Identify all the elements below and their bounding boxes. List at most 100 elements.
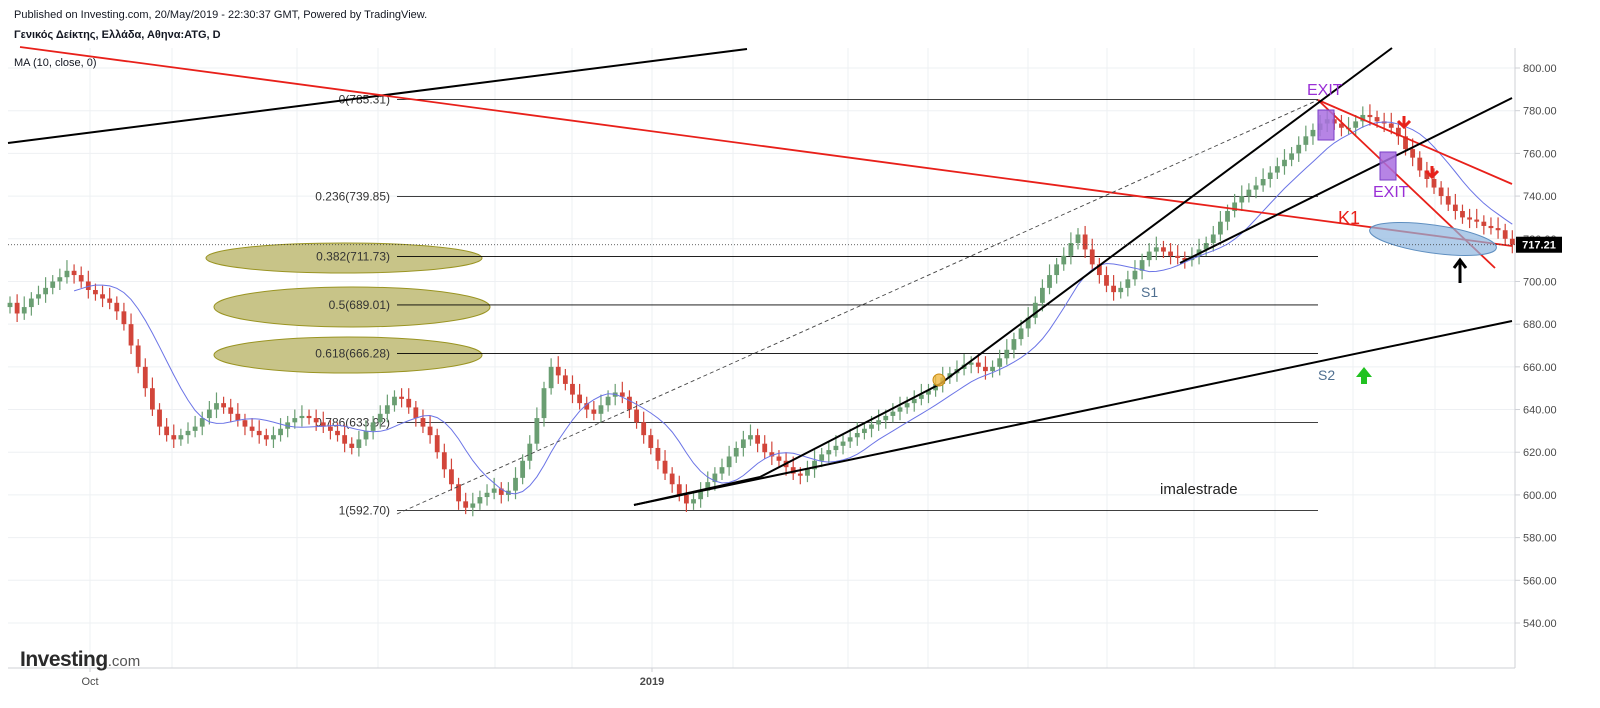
candle-body (1096, 264, 1102, 276)
y-tick-label: 740.00 (1523, 191, 1557, 203)
candle-body (584, 403, 590, 410)
candle-body (356, 439, 362, 448)
fib-levels: 0(785.31)0.236(739.85)0.382(711.73)0.5(6… (315, 92, 1318, 518)
candle-body (634, 409, 639, 423)
candle-body (1232, 202, 1238, 212)
chart-annotations: EXIT EXIT K1 S1 S2 imalestrade (1141, 82, 1468, 498)
candle-body (904, 403, 910, 408)
candle-body (819, 454, 825, 461)
candle-body (491, 488, 497, 493)
s2-label: S2 (1318, 367, 1335, 383)
candle-body (1303, 136, 1309, 145)
candle-body (1168, 251, 1173, 256)
candle-body (377, 413, 383, 423)
candle-body (862, 428, 867, 434)
candle-body (890, 411, 896, 416)
candle-body (413, 407, 419, 419)
candle-body (1481, 221, 1487, 226)
candle-body (748, 435, 753, 440)
candle-body (477, 497, 483, 504)
candle-body (57, 277, 63, 282)
y-tick-label: 660.00 (1523, 362, 1557, 374)
fib-level-label: 1(592.70) (339, 504, 390, 518)
candle-body (513, 477, 518, 491)
candle-body (812, 460, 817, 470)
candle-body (164, 426, 170, 436)
candle-body (142, 366, 148, 389)
candle-body (1396, 127, 1401, 137)
candle-body (1424, 170, 1430, 179)
candle-body (1467, 217, 1472, 220)
candle-body (698, 490, 704, 500)
candle-body (221, 403, 226, 408)
candle-body (78, 275, 84, 282)
candle-body (997, 358, 1003, 367)
y-tick-labels: 540.00 560.00 580.00 600.00 620.00 640.00 660.… (1515, 63, 1557, 630)
candle-body (299, 415, 305, 419)
red-down-arrow-2 (1424, 166, 1440, 180)
y-tick-label: 620.00 (1523, 447, 1557, 459)
candle-body (534, 418, 540, 444)
k1-label: K1 (1338, 208, 1360, 228)
candle-body (1089, 249, 1095, 265)
candle-body (199, 418, 205, 427)
candle-body (854, 433, 860, 438)
price-axis (8, 48, 1516, 669)
fib-ellipses (205, 242, 491, 374)
candle-body (555, 366, 561, 376)
investing-logo[interactable]: Investing.com (20, 648, 140, 672)
candle-body (1445, 196, 1451, 205)
candle-body (406, 398, 412, 408)
candle-body (1068, 243, 1074, 256)
candle-body (93, 290, 98, 295)
candle-body (1161, 247, 1166, 252)
candle-body (114, 302, 120, 312)
y-tick-label: 800.00 (1523, 63, 1557, 75)
candle-body (1032, 302, 1038, 318)
candle-body (762, 443, 768, 453)
candle-body (1431, 179, 1437, 188)
candle-body (1061, 255, 1067, 265)
fib-level-label: 0.618(666.28) (315, 346, 390, 360)
support-ellipse (1369, 222, 1497, 256)
candle-body (313, 418, 319, 423)
candle-body (1246, 189, 1252, 197)
candle-body (1040, 287, 1045, 303)
candle-body (826, 450, 832, 455)
fib-highlight-ellipse (213, 336, 483, 374)
candle-body (577, 394, 582, 404)
y-tick-label: 580.00 (1523, 533, 1557, 545)
candle-body (206, 409, 212, 419)
candle-body (676, 484, 682, 495)
candle-body (1011, 339, 1017, 350)
candle-body (591, 409, 597, 414)
x-tick-label: 2019 (640, 676, 664, 688)
x-tick-labels: Oct 2019 (81, 668, 664, 688)
candle-body (1296, 144, 1302, 154)
candle-body (1139, 260, 1145, 271)
candle-body (135, 345, 141, 367)
candle-body (185, 430, 191, 436)
candle-body (328, 426, 333, 431)
published-line: Published on Investing.com, 20/May/2019 … (14, 9, 428, 21)
y-tick-label: 600.00 (1523, 490, 1557, 502)
indicator-label: MA (10, close, 0) (14, 57, 97, 69)
fib-level-label: 0.236(739.85) (315, 189, 390, 203)
candle-body (1495, 228, 1501, 231)
candle-body (648, 435, 654, 448)
s1-label: S1 (1141, 284, 1158, 300)
candle-body (100, 294, 105, 299)
trendline-long-black (7, 48, 748, 144)
candle-body (1282, 159, 1287, 167)
candle-body (1153, 247, 1159, 252)
candle-body (50, 281, 56, 288)
x-tick-label: Oct (81, 676, 98, 688)
candle-body (726, 456, 732, 468)
trendline-steep-black (939, 47, 1393, 385)
candle-body (840, 441, 846, 446)
candle-body (1438, 187, 1444, 197)
candle-body (684, 494, 689, 504)
candle-body (263, 435, 269, 440)
candle-body (7, 302, 13, 308)
